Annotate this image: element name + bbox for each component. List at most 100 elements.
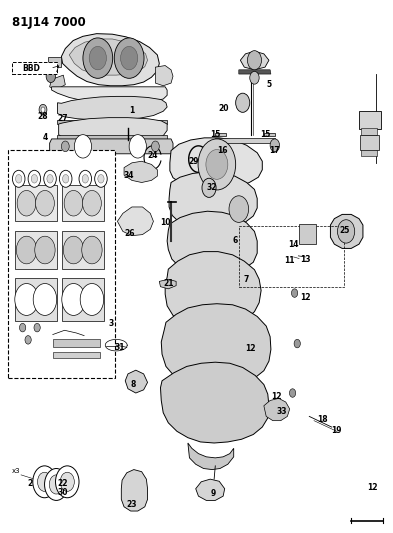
- Text: 17: 17: [269, 146, 279, 155]
- Polygon shape: [264, 398, 290, 421]
- Polygon shape: [331, 214, 363, 248]
- Circle shape: [15, 284, 38, 316]
- Circle shape: [83, 190, 101, 216]
- Circle shape: [31, 174, 37, 183]
- Polygon shape: [239, 70, 271, 74]
- Text: 32: 32: [206, 183, 217, 192]
- Bar: [15, 185, 57, 221]
- Text: 34: 34: [124, 171, 134, 180]
- Bar: [361, 150, 377, 156]
- Text: 7: 7: [244, 274, 249, 284]
- Polygon shape: [57, 120, 167, 124]
- Circle shape: [229, 196, 249, 222]
- Circle shape: [89, 46, 107, 70]
- Text: 20: 20: [218, 103, 228, 112]
- Bar: [361, 128, 377, 135]
- Circle shape: [95, 170, 107, 187]
- Circle shape: [41, 107, 45, 112]
- Circle shape: [47, 174, 53, 183]
- Text: 12: 12: [272, 392, 282, 401]
- Bar: [12, 62, 57, 74]
- Polygon shape: [169, 172, 257, 230]
- Text: x3: x3: [12, 468, 21, 474]
- Text: 1: 1: [129, 106, 134, 115]
- Polygon shape: [170, 138, 262, 189]
- Circle shape: [28, 170, 40, 187]
- Text: 15: 15: [260, 130, 270, 139]
- Bar: [299, 224, 316, 244]
- Circle shape: [17, 236, 37, 264]
- Text: 6: 6: [232, 236, 237, 245]
- Text: 16: 16: [217, 146, 227, 155]
- Circle shape: [55, 466, 79, 498]
- Text: 9: 9: [210, 489, 216, 498]
- Polygon shape: [69, 39, 147, 75]
- Polygon shape: [61, 34, 159, 86]
- Text: 19: 19: [331, 426, 342, 435]
- Bar: [62, 231, 104, 269]
- Text: 30: 30: [57, 488, 68, 497]
- Text: 12: 12: [300, 293, 310, 302]
- Circle shape: [20, 324, 26, 332]
- Circle shape: [338, 220, 355, 243]
- Circle shape: [121, 46, 138, 70]
- Bar: [360, 135, 379, 150]
- Text: 31: 31: [115, 343, 125, 352]
- Circle shape: [61, 141, 69, 152]
- Polygon shape: [50, 139, 173, 154]
- Polygon shape: [241, 51, 269, 70]
- Polygon shape: [124, 161, 157, 182]
- Polygon shape: [160, 362, 269, 443]
- Circle shape: [270, 139, 279, 152]
- Circle shape: [25, 336, 31, 344]
- Polygon shape: [215, 138, 275, 143]
- Text: 33: 33: [277, 407, 287, 416]
- Polygon shape: [264, 133, 275, 136]
- Text: 81J14 7000: 81J14 7000: [13, 15, 86, 29]
- Text: 25: 25: [339, 226, 350, 235]
- Circle shape: [80, 284, 104, 316]
- Polygon shape: [59, 118, 167, 142]
- Circle shape: [37, 472, 51, 491]
- Polygon shape: [125, 370, 147, 393]
- Circle shape: [289, 389, 295, 397]
- Circle shape: [129, 135, 146, 158]
- Bar: [53, 340, 100, 348]
- Bar: [239, 225, 344, 287]
- Polygon shape: [188, 443, 234, 470]
- Polygon shape: [51, 87, 167, 103]
- Text: 13: 13: [300, 255, 310, 263]
- Circle shape: [17, 190, 36, 216]
- Circle shape: [49, 475, 63, 494]
- Text: 22: 22: [57, 479, 68, 488]
- Circle shape: [74, 135, 92, 158]
- Polygon shape: [57, 96, 167, 120]
- Text: BBD: BBD: [23, 64, 40, 72]
- Text: 14: 14: [288, 240, 299, 249]
- Polygon shape: [161, 304, 271, 387]
- Circle shape: [13, 170, 25, 187]
- Bar: [8, 150, 116, 378]
- Circle shape: [206, 150, 228, 179]
- Bar: [53, 352, 100, 358]
- Circle shape: [79, 170, 92, 187]
- Circle shape: [291, 289, 297, 297]
- Circle shape: [198, 139, 236, 190]
- Polygon shape: [165, 252, 261, 329]
- Text: 2: 2: [28, 479, 33, 488]
- Circle shape: [248, 51, 261, 70]
- Text: 27: 27: [57, 114, 68, 123]
- Circle shape: [82, 174, 88, 183]
- Circle shape: [296, 340, 302, 348]
- Circle shape: [44, 170, 56, 187]
- Circle shape: [44, 469, 68, 500]
- Text: 5: 5: [266, 79, 272, 88]
- Polygon shape: [215, 133, 226, 136]
- Polygon shape: [155, 66, 173, 86]
- Bar: [62, 278, 104, 321]
- Polygon shape: [48, 56, 61, 67]
- Text: 29: 29: [188, 157, 198, 166]
- Text: 3: 3: [108, 319, 114, 328]
- Text: 23: 23: [127, 500, 137, 509]
- Text: 4: 4: [43, 133, 48, 142]
